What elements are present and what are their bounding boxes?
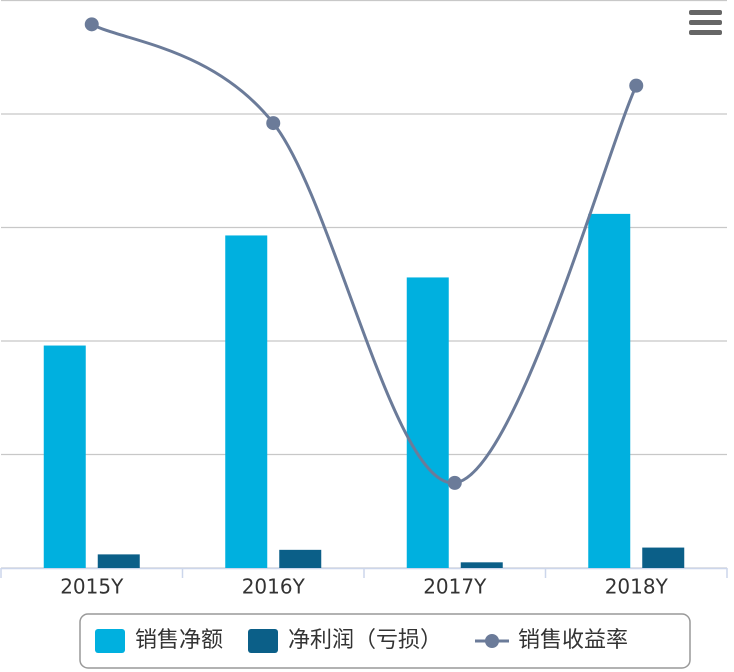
bar bbox=[642, 547, 685, 568]
line-point bbox=[629, 78, 644, 93]
bar bbox=[460, 562, 503, 568]
bar bbox=[43, 345, 86, 568]
menu-icon[interactable] bbox=[689, 10, 722, 35]
bar bbox=[225, 235, 268, 568]
legend-label: 销售净额 bbox=[135, 628, 223, 653]
menu-bar bbox=[689, 20, 722, 25]
menu-bar bbox=[689, 10, 722, 15]
line-point bbox=[266, 116, 281, 131]
legend-swatch bbox=[485, 634, 499, 648]
line-point bbox=[447, 475, 462, 490]
legend-label: 销售收益率 bbox=[518, 628, 628, 653]
x-tick-label: 2017Y bbox=[423, 575, 487, 599]
legend-swatch bbox=[95, 629, 125, 653]
x-tick-label: 2015Y bbox=[60, 575, 124, 599]
legend-label: 净利润（亏损） bbox=[288, 628, 442, 653]
legend-swatch bbox=[248, 629, 278, 653]
bar bbox=[97, 554, 140, 568]
line-point bbox=[84, 17, 99, 32]
x-tick-label: 2018Y bbox=[605, 575, 669, 599]
bar bbox=[279, 549, 322, 568]
bar bbox=[588, 213, 631, 568]
bar bbox=[406, 277, 449, 568]
legend-box bbox=[79, 613, 691, 669]
menu-bar bbox=[689, 30, 722, 35]
line bbox=[91, 23, 638, 485]
x-tick-label: 2016Y bbox=[242, 575, 306, 599]
